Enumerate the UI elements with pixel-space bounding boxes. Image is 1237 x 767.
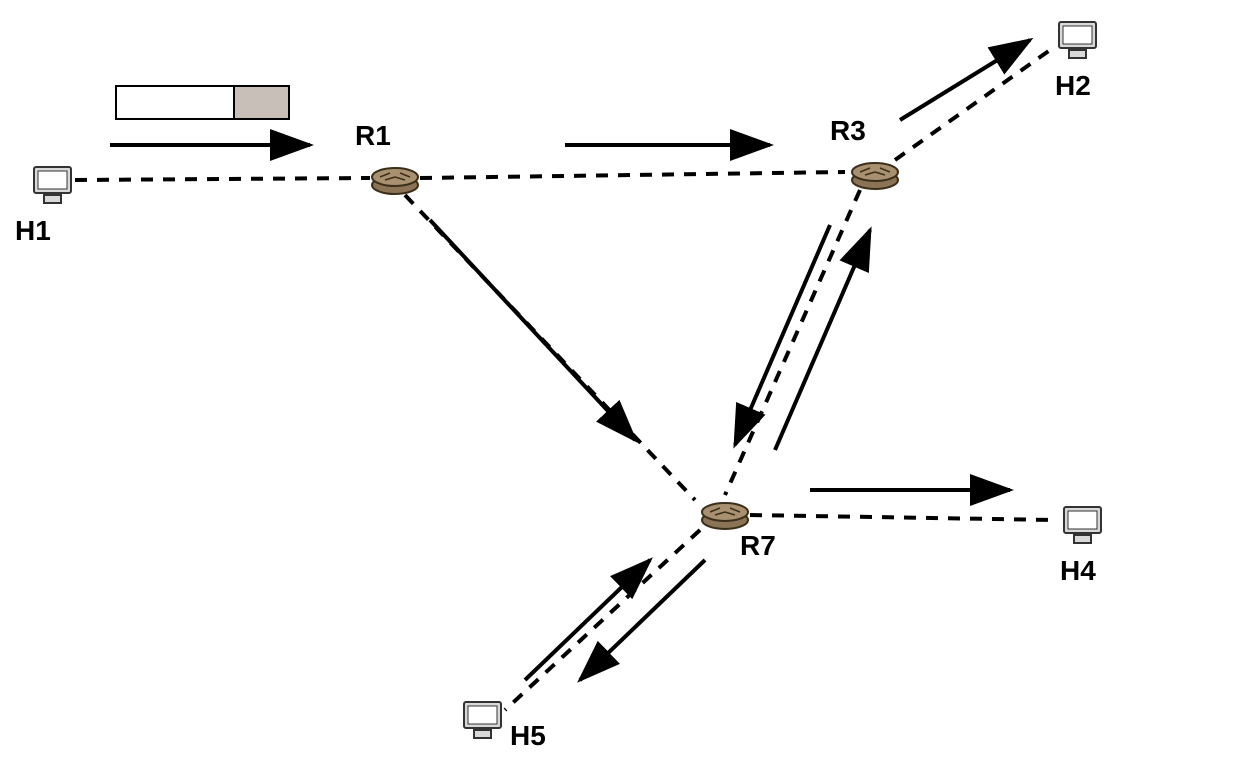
- router-r3: [850, 160, 900, 190]
- link-R3-R7: [725, 190, 860, 495]
- label-h5: H5: [510, 720, 546, 752]
- link-R7-H4: [750, 515, 1055, 520]
- packet-segment-1: [233, 87, 288, 118]
- packet-box: [115, 85, 290, 120]
- arrow-H5-to-R7-up: [525, 560, 650, 680]
- label-h1: H1: [15, 215, 51, 247]
- host-h2: [1055, 20, 1100, 60]
- link-R3-H2: [895, 50, 1050, 160]
- label-h2: H2: [1055, 70, 1091, 102]
- arrow-R3-to-R7-down: [735, 225, 830, 445]
- link-H1-R1: [75, 178, 370, 180]
- label-h4: H4: [1060, 555, 1096, 587]
- link-R1-R7: [405, 195, 695, 500]
- host-h4: [1060, 505, 1105, 545]
- router-r1: [370, 165, 420, 195]
- link-R7-H5: [505, 530, 700, 710]
- arrow-R7-to-H5-down: [580, 560, 705, 680]
- router-r7: [700, 500, 750, 530]
- link-R1-R3: [420, 172, 845, 178]
- host-h5: [460, 700, 505, 740]
- arrow-R7-to-R3-up: [775, 230, 870, 450]
- label-r1: R1: [355, 120, 391, 152]
- label-r7: R7: [740, 530, 776, 562]
- arrow-R1-to-R7-down: [430, 220, 635, 440]
- label-r3: R3: [830, 115, 866, 147]
- arrow-R3-to-H2: [900, 40, 1030, 120]
- host-h1: [30, 165, 75, 205]
- packet-segment-0: [117, 87, 233, 118]
